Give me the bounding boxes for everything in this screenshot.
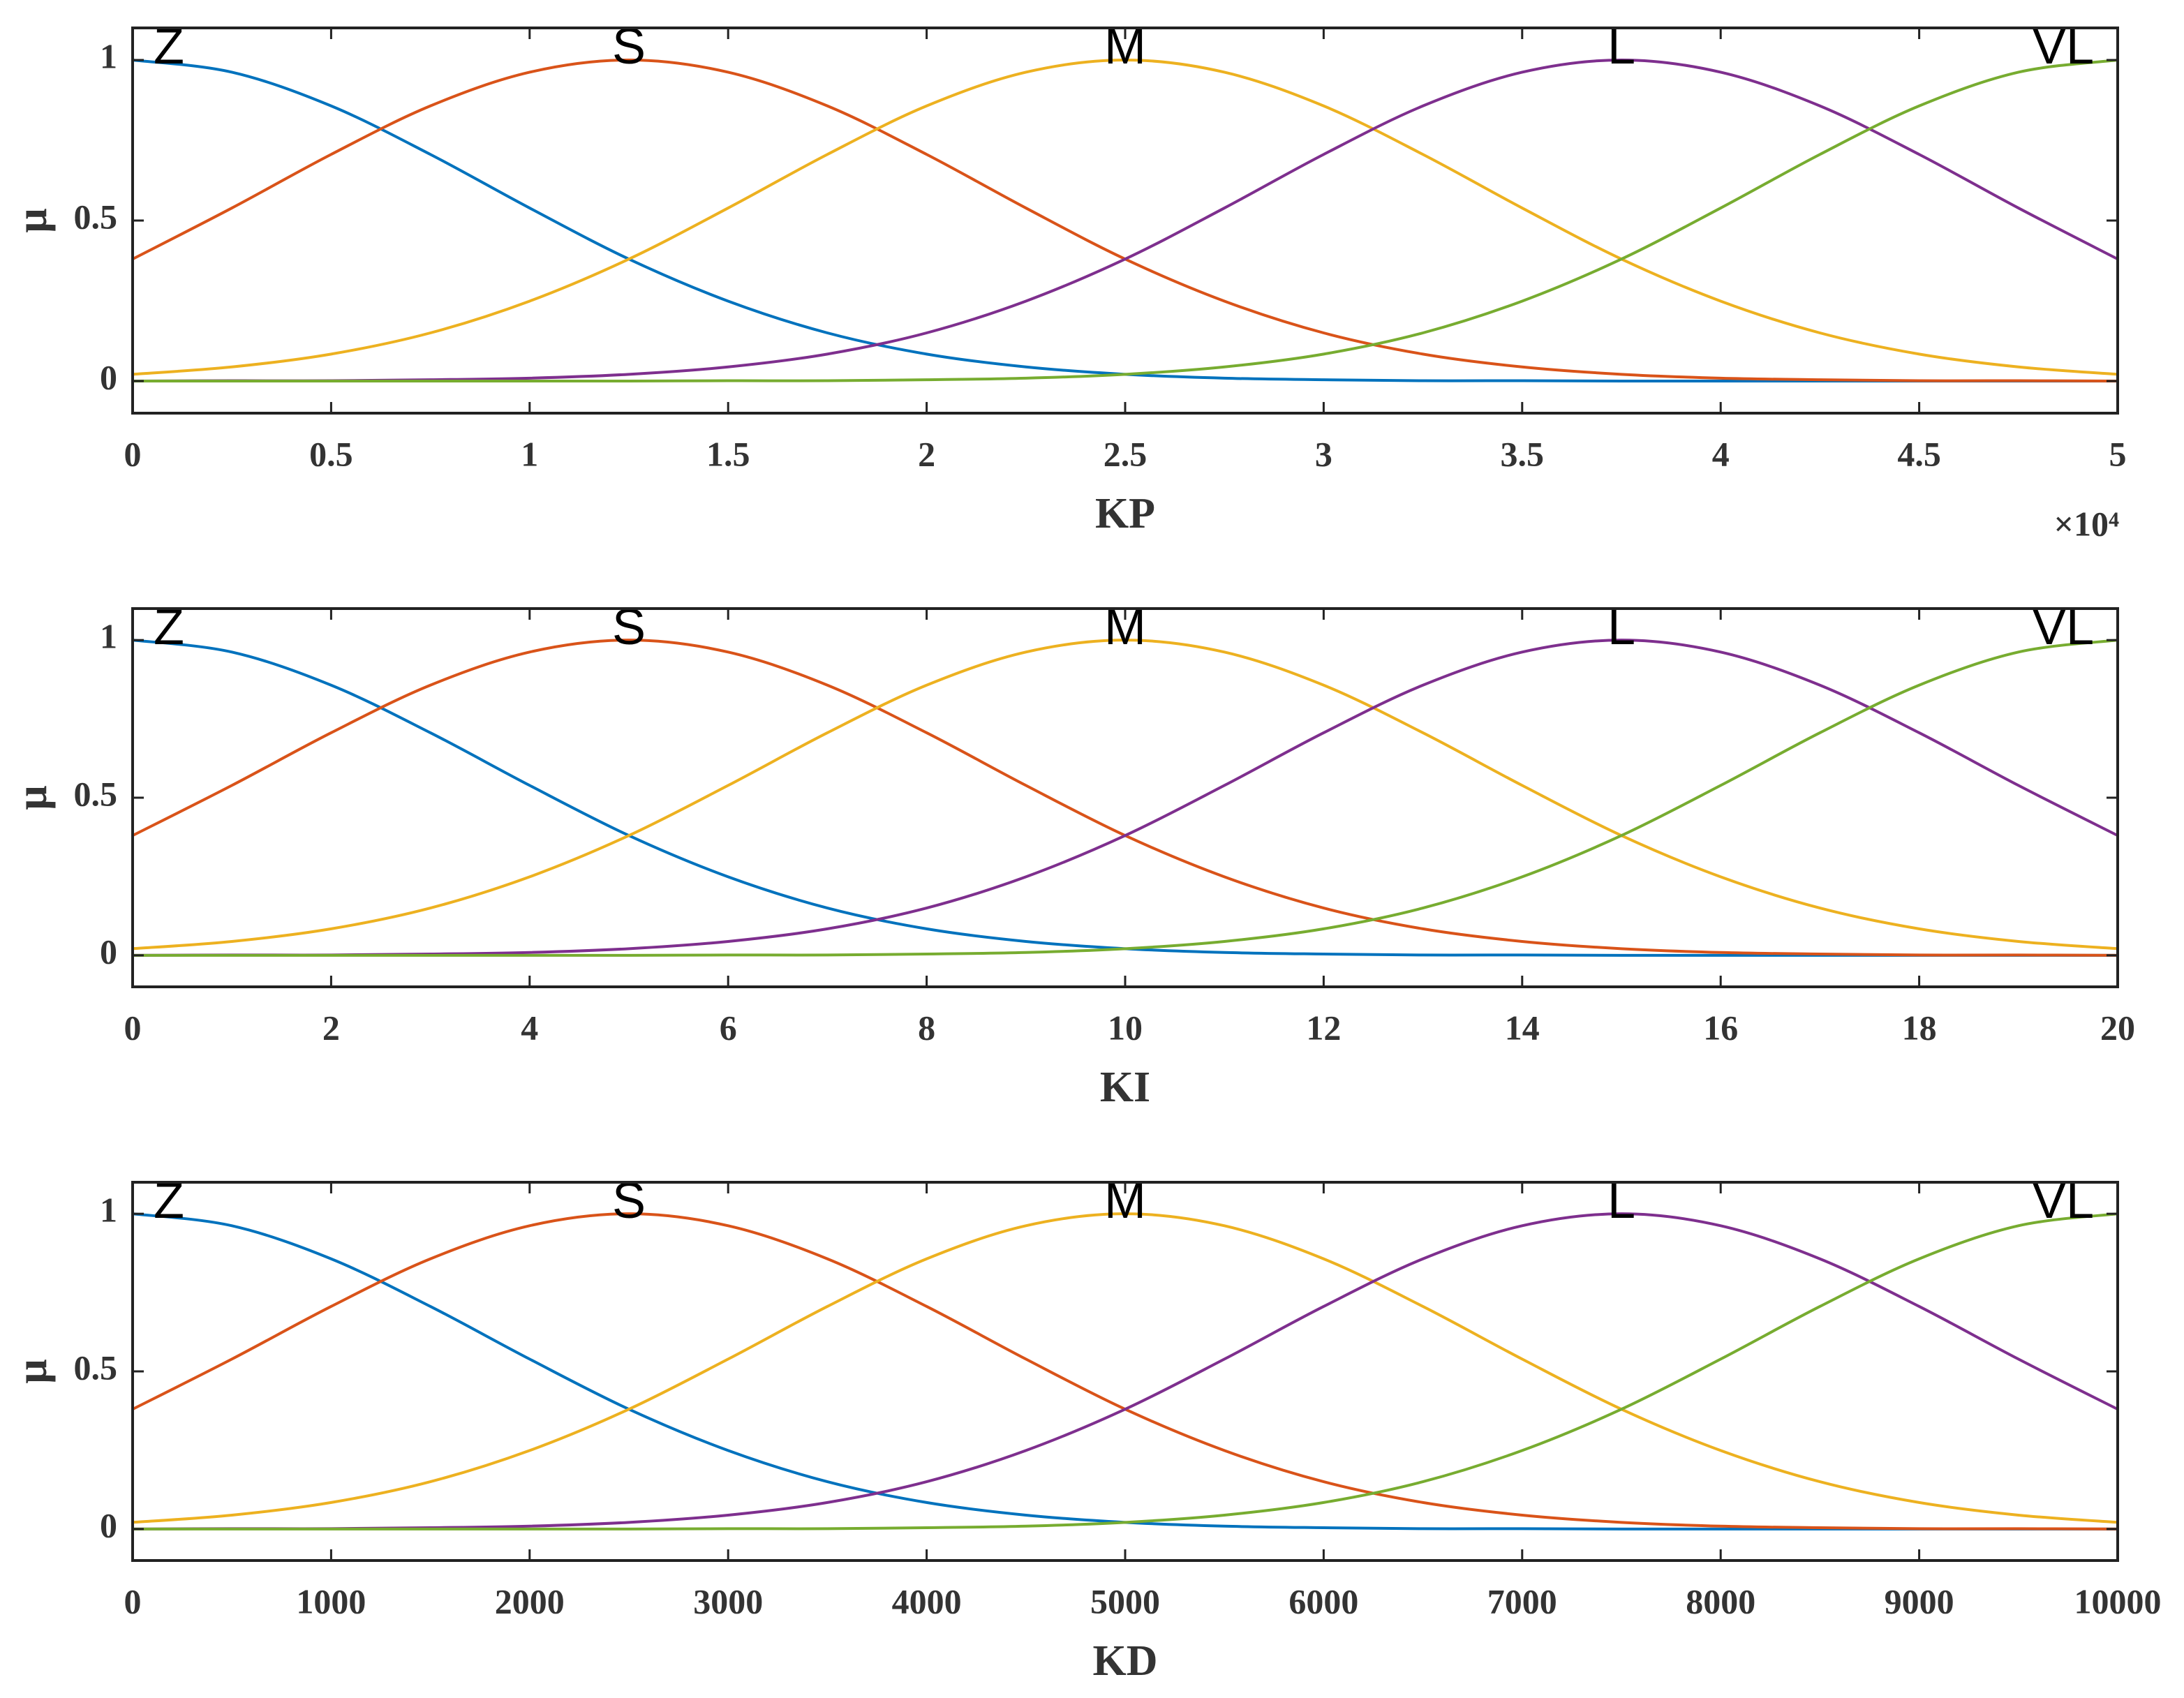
x-tick-label: 4.5 (1897, 434, 1941, 473)
x-tick-label: 1.5 (706, 434, 750, 473)
x-tick-label: 5 (2109, 434, 2127, 473)
x-tick-label: 6 (720, 1008, 737, 1047)
axes-box (131, 1181, 2119, 1562)
x-tick-label: 5000 (1090, 1581, 1160, 1621)
membership-curve (132, 1212, 2118, 1531)
y-tick-label: 1 (100, 36, 117, 75)
x-tick-label: 0 (124, 434, 142, 473)
x-tick-label: 10000 (2074, 1581, 2162, 1621)
x-tick-label: 20 (2100, 1008, 2135, 1047)
x-tick-label: 14 (1505, 1008, 1540, 1047)
y-tick-label: 0 (100, 932, 117, 971)
membership-curve (132, 1212, 2118, 1531)
x-tick-label: 0 (124, 1008, 142, 1047)
x-exponent: ×10⁴ (2054, 504, 2119, 543)
x-tick-label: 4 (1712, 434, 1730, 473)
y-tick-label: 0.5 (74, 774, 118, 813)
membership-curve (132, 58, 2118, 382)
y-axis-label: μ (8, 785, 56, 810)
membership-curve (132, 58, 2118, 376)
membership-curve (133, 639, 2118, 957)
x-tick-label: 1 (521, 434, 538, 473)
x-tick-label: 2.5 (1104, 434, 1147, 473)
y-tick-label: 1 (100, 617, 117, 656)
x-axis-label: KI (1100, 1064, 1150, 1111)
membership-curve (132, 639, 2118, 951)
membership-curve (132, 59, 2118, 383)
x-tick-label: 2000 (495, 1581, 565, 1621)
x-tick-label: 0 (124, 1581, 142, 1621)
subplot: Z S M L VL0 1000 2000 3000 4000 5000 6000 7000 8000 9… (8, 1173, 2161, 1685)
y-tick-label: 0 (100, 357, 117, 396)
y-tick-label: 0.5 (74, 1348, 118, 1387)
x-axis-label: KD (1093, 1637, 1158, 1685)
axes-box (131, 27, 2119, 415)
membership-curve (132, 639, 2118, 957)
x-tick-label: 7000 (1487, 1581, 1557, 1621)
y-tick-label: 0.5 (74, 197, 118, 236)
x-tick-label: 3 (1315, 434, 1332, 473)
x-tick-label: 0.5 (309, 434, 353, 473)
y-tick-label: 0 (100, 1505, 117, 1544)
y-axis-label: μ (8, 1359, 56, 1383)
x-tick-label: 12 (1306, 1008, 1341, 1047)
x-tick-label: 3000 (693, 1581, 763, 1621)
membership-curve (132, 58, 2118, 382)
axes-box (131, 607, 2119, 988)
x-tick-label: 1000 (296, 1581, 366, 1621)
membership-curve (132, 1212, 2118, 1524)
x-tick-label: 2 (918, 434, 935, 473)
x-tick-label: 18 (1902, 1008, 1937, 1047)
membership-curve (132, 1212, 2118, 1531)
x-axis-label: KP (1095, 490, 1155, 537)
x-tick-label: 4 (521, 1008, 538, 1047)
y-axis-label: μ (8, 208, 56, 232)
x-tick-label: 9000 (1885, 1581, 1954, 1621)
x-tick-label: 3.5 (1501, 434, 1545, 473)
x-tick-label: 10 (1108, 1008, 1143, 1047)
x-tick-label: 8000 (1686, 1581, 1755, 1621)
y-tick-label: 1 (100, 1191, 117, 1230)
membership-curve (133, 59, 2118, 383)
x-tick-label: 2 (322, 1008, 340, 1047)
x-tick-label: 4000 (892, 1581, 962, 1621)
x-tick-label: 8 (918, 1008, 935, 1047)
membership-curve (132, 1212, 2118, 1531)
membership-curve (132, 639, 2118, 957)
x-tick-label: 6000 (1288, 1581, 1358, 1621)
x-tick-label: 16 (1703, 1008, 1738, 1047)
membership-curve (132, 639, 2118, 957)
